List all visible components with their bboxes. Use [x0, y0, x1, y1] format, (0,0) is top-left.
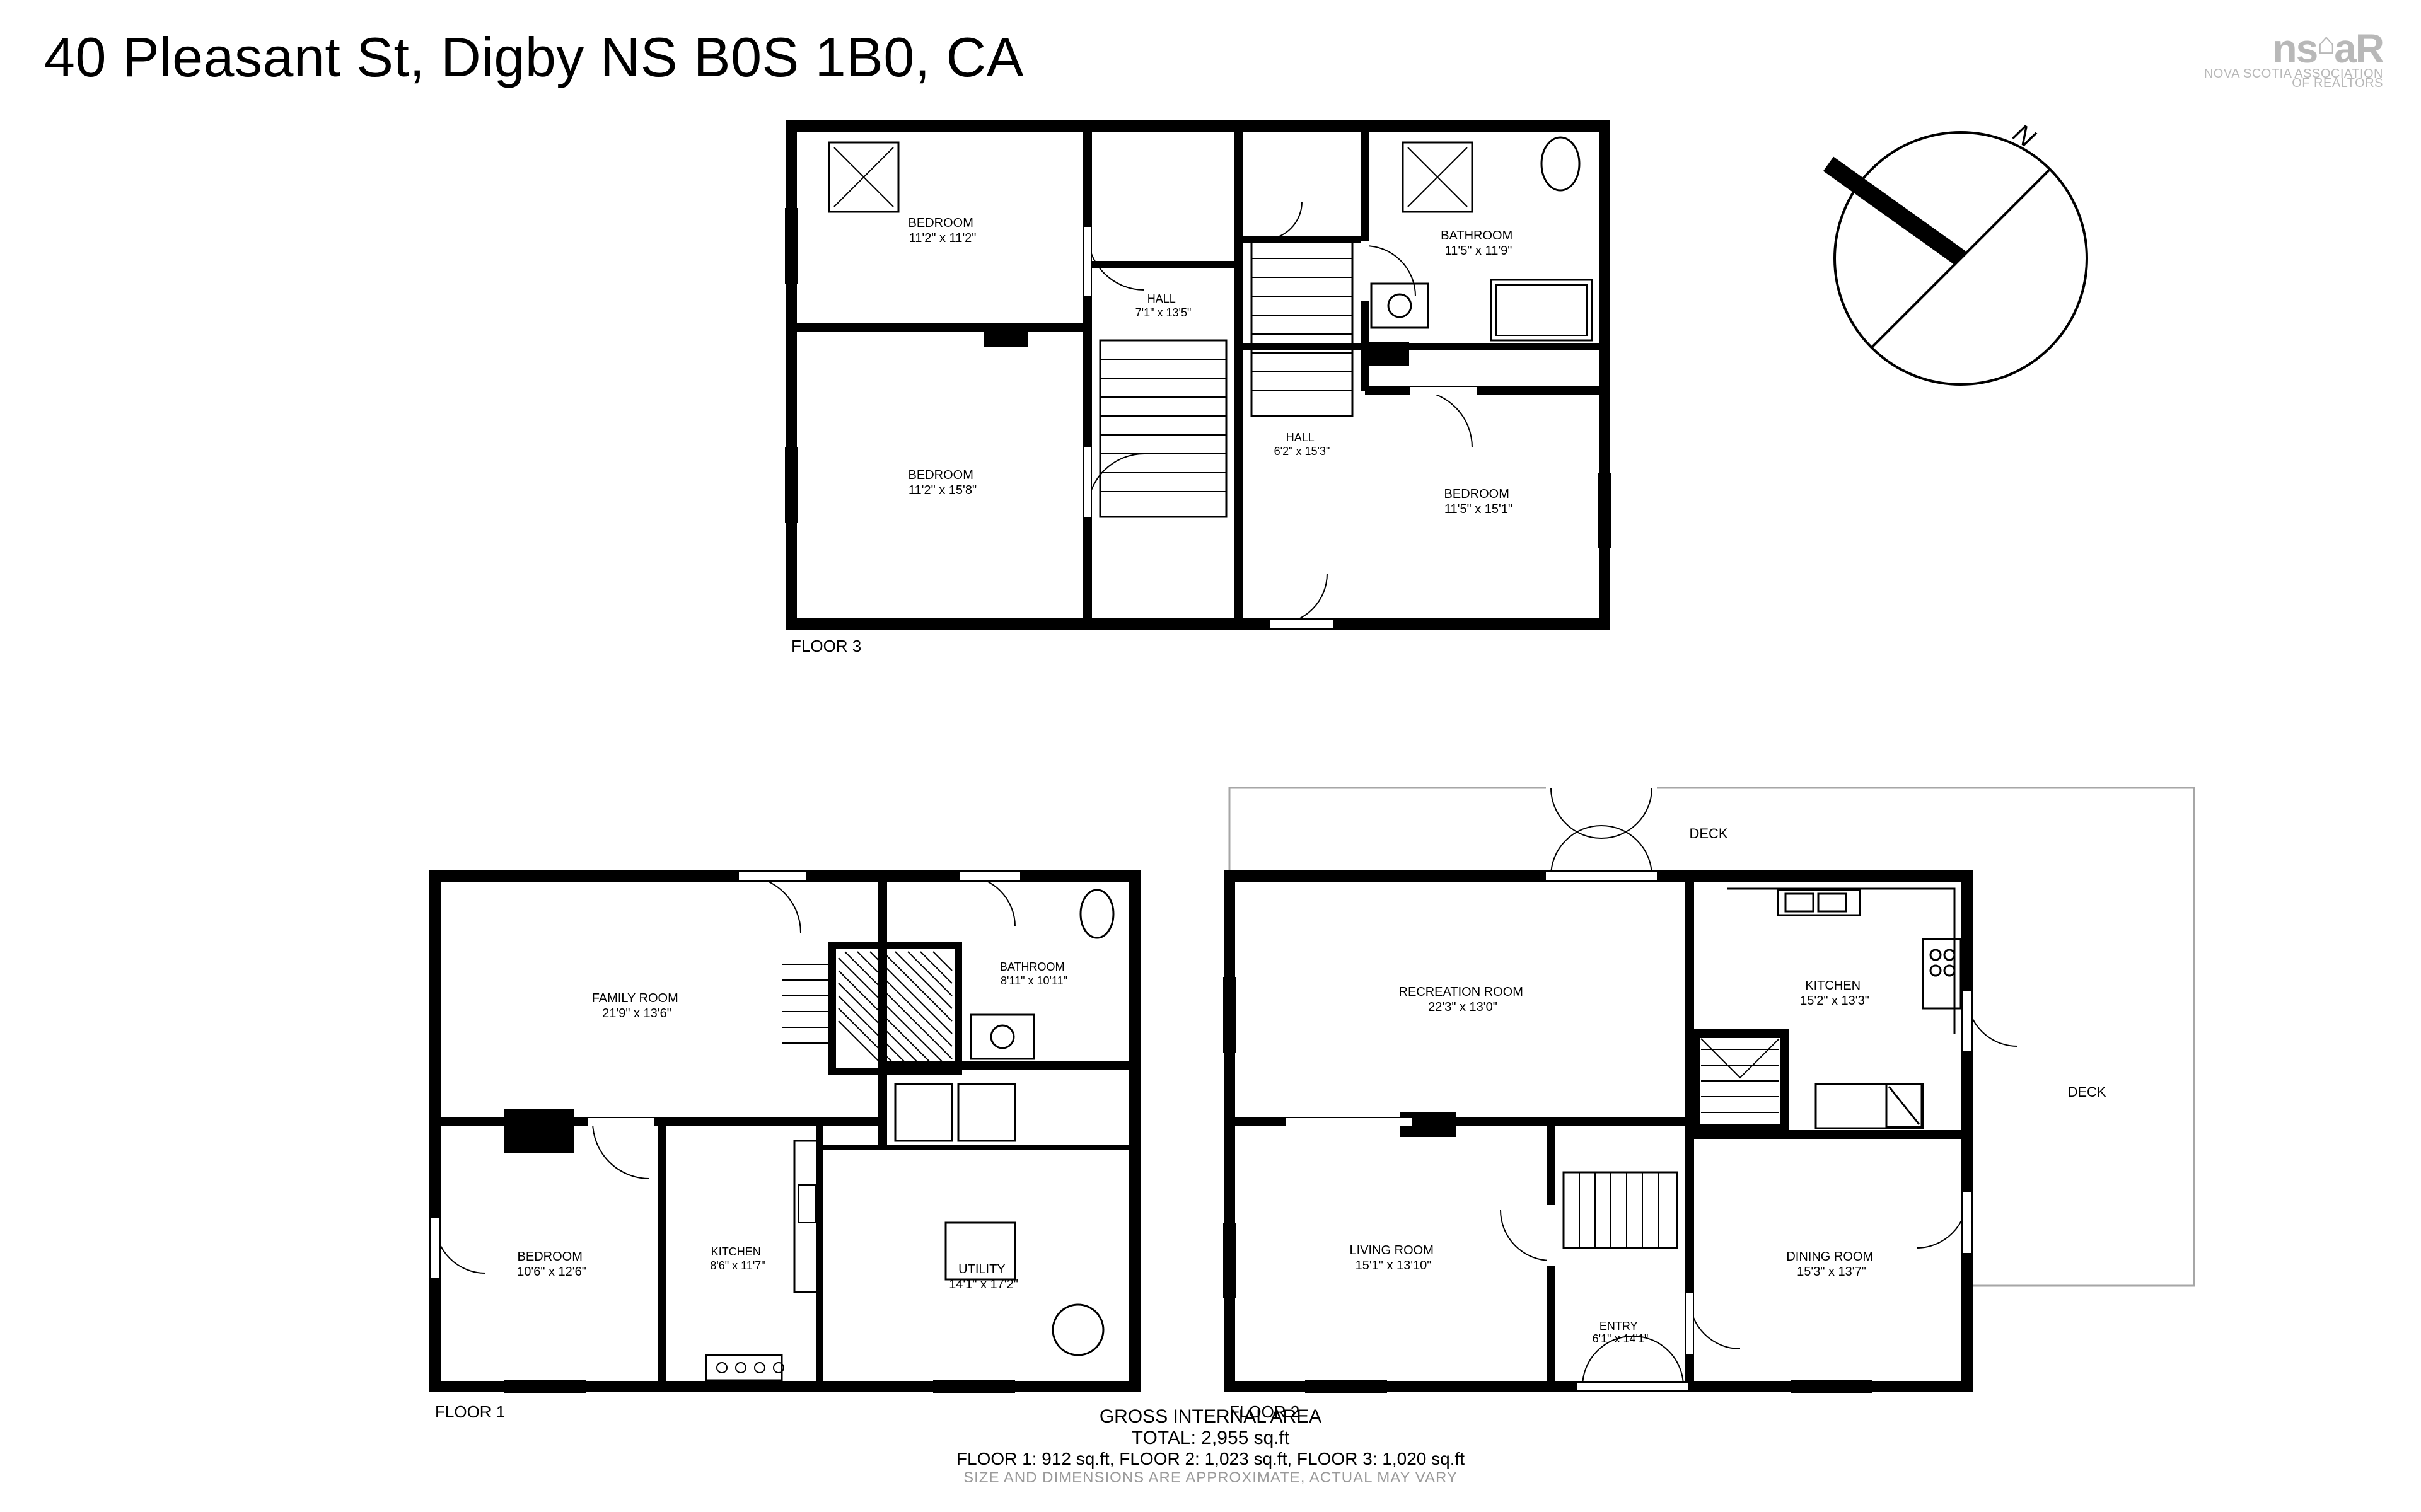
f3-outer — [791, 126, 1605, 624]
watermark-logo: ns⌂aR — [2204, 25, 2383, 72]
f2-deck-right-lbl: DECK — [2067, 1084, 2106, 1100]
f1-bed-lbl: BEDROOM 10'6" x 12'6" — [517, 1250, 586, 1279]
compass-svg: N — [1816, 113, 2106, 403]
f1-kit-lbl: KITCHEN 8'6" x 11'7" — [710, 1245, 765, 1272]
floor3: BEDROOM 11'2" x 11'2" HALL 7'1" x 13'5" … — [785, 120, 1611, 652]
f1-toilet — [1081, 890, 1113, 938]
f3-bed2-lbl: BEDROOM 11'2" x 15'8" — [909, 468, 977, 497]
footer-heading: GROSS INTERNAL AREA — [0, 1406, 2421, 1428]
f3-bed1-lbl: BEDROOM 11'2" x 11'2" — [909, 216, 977, 245]
f3-chimney2 — [1365, 342, 1409, 366]
footer-disclaimer: SIZE AND DIMENSIONS ARE APPROXIMATE, ACT… — [0, 1469, 2421, 1487]
floor3-svg: BEDROOM 11'2" x 11'2" HALL 7'1" x 13'5" … — [785, 120, 1611, 649]
f3-hall2-lbl: HALL 6'2" x 15'3" — [1274, 430, 1330, 458]
f3-tub — [1491, 280, 1592, 340]
f1-ksink — [798, 1185, 816, 1223]
f1-util-lbl: UTILITY 14'1" x 17'2" — [949, 1262, 1018, 1291]
f3-toilet — [1541, 137, 1579, 190]
f3-sink-box — [1371, 284, 1428, 328]
f3-sink — [1388, 294, 1411, 317]
f1-stair-diag — [839, 952, 952, 1065]
f2-entry-stair — [1564, 1172, 1677, 1248]
house-icon: ⌂ — [2317, 27, 2334, 61]
f2-deck-top-lbl: DECK — [1689, 826, 1727, 841]
f1-sink-box — [971, 1015, 1034, 1059]
footer-breakdown: FLOOR 1: 912 sq.ft, FLOOR 2: 1,023 sq.ft… — [0, 1449, 2421, 1469]
f1-stair-steps — [782, 964, 832, 1043]
watermark-logo-left: ns — [2273, 26, 2318, 71]
f3-stair2 — [1251, 239, 1352, 416]
floor2: RECREATION ROOM 22'3" x 13'0" KITCHEN 15… — [1210, 782, 2219, 1415]
watermark-logo-right: aR — [2334, 26, 2383, 71]
compass-letter: N — [2008, 118, 2041, 153]
page: 40 Pleasant St, Digby NS B0S 1B0, CA ns⌂… — [0, 0, 2421, 1512]
f3-closet-col — [1239, 126, 1365, 239]
f1-chimney — [504, 1109, 574, 1153]
f2-kitchen-fixt — [1727, 889, 1961, 1128]
f2-stair-steps — [1701, 1039, 1779, 1112]
floor3-label: FLOOR 3 — [791, 637, 861, 656]
f3-stair1 — [1100, 340, 1226, 517]
f2-liv-lbl: LIVING ROOM 15'1" x 13'10" — [1350, 1244, 1437, 1273]
f3-chimney1 — [984, 323, 1028, 347]
floor1: FAMILY ROOM 21'9" x 13'6" BATHROOM 8'11"… — [429, 870, 1141, 1415]
f1-family-lbl: FAMILY ROOM 21'9" x 13'6" — [592, 991, 682, 1020]
f3-windows — [786, 121, 1610, 629]
f3-hall1-lbl: HALL 7'1" x 13'5" — [1135, 292, 1192, 319]
f1-hwt — [1053, 1305, 1103, 1355]
f3-bed3-lbl: BEDROOM 11'5" x 15'1" — [1444, 487, 1513, 516]
f3-bath-lbl: BATHROOM 11'5" x 11'9" — [1441, 229, 1516, 258]
floor2-svg: RECREATION ROOM 22'3" x 13'0" KITCHEN 15… — [1210, 782, 2219, 1412]
f1-bath-lbl: BATHROOM 8'11" x 10'11" — [1000, 960, 1068, 987]
f2-rec-lbl: RECREATION ROOM 22'3" x 13'0" — [1399, 985, 1527, 1014]
footer: GROSS INTERNAL AREA TOTAL: 2,955 sq.ft F… — [0, 1406, 2421, 1487]
page-title: 40 Pleasant St, Digby NS B0S 1B0, CA — [44, 25, 1024, 89]
f2-din-lbl: DINING ROOM 15'3" x 13'7" — [1786, 1250, 1876, 1279]
compass-needle — [1828, 164, 1961, 258]
footer-total: TOTAL: 2,955 sq.ft — [0, 1428, 2421, 1449]
compass: N — [1816, 113, 2106, 407]
f2-kit-lbl: KITCHEN 15'2" x 13'3" — [1800, 979, 1869, 1008]
watermark: ns⌂aR NOVA SCOTIA ASSOCIATION OF REALTOR… — [2204, 25, 2383, 91]
floor1-svg: FAMILY ROOM 21'9" x 13'6" BATHROOM 8'11"… — [429, 870, 1141, 1412]
f2-entry-lbl: ENTRY 6'1" x 14'1" — [1593, 1319, 1649, 1345]
f1-sink — [991, 1025, 1014, 1048]
